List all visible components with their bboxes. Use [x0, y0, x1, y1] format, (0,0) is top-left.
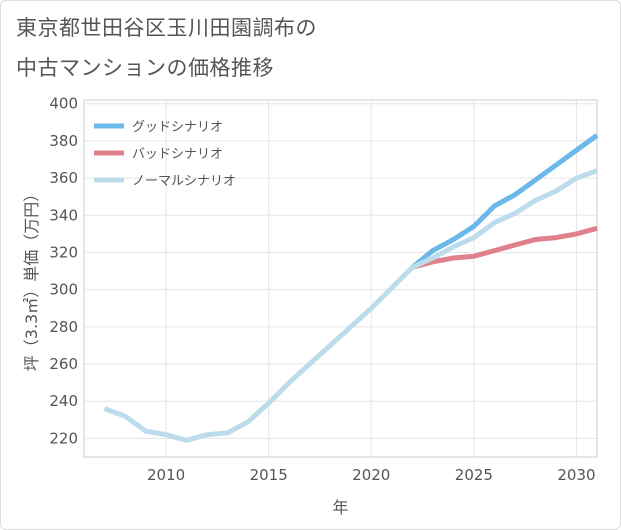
grid-lines: [84, 100, 597, 457]
series-line-グッドシナリオ: [410, 133, 599, 270]
legend-label-ノーマルシナリオ: ノーマルシナリオ: [132, 174, 236, 189]
y-tick-label-360: 360: [49, 169, 78, 187]
x-tick-label-2020: 2020: [352, 466, 390, 484]
x-axis-title: 年: [332, 498, 348, 517]
series-line-バッドシナリオ: [411, 225, 598, 270]
y-tick-label-400: 400: [49, 95, 78, 113]
x-tick-label-2030: 2030: [557, 466, 595, 484]
y-tick-label-240: 240: [49, 392, 78, 410]
x-tick-label-2025: 2025: [455, 466, 493, 484]
x-tick-label-2010: 2010: [147, 466, 185, 484]
y-axis-ticks: 220 240 260 280 300 320 340 360 380 400: [49, 95, 78, 448]
series-line-ノーマルシナリオ: [103, 168, 598, 443]
legend-label-バッドシナリオ: バッドシナリオ: [132, 147, 223, 162]
y-tick-label-340: 340: [49, 206, 78, 224]
x-tick-label-2015: 2015: [250, 466, 288, 484]
y-tick-label-280: 280: [49, 318, 78, 336]
y-tick-label-220: 220: [49, 429, 78, 447]
series-layer: [103, 133, 599, 443]
chart-title-line1: 東京都世田谷区玉川田園調布の: [16, 16, 317, 40]
chart-title-line2: 中古マンションの価格推移: [16, 56, 274, 80]
plot-area: [83, 99, 598, 458]
y-tick-label-320: 320: [49, 243, 78, 261]
y-axis-title: 坪（3.3㎡）単価（万円）: [22, 186, 41, 371]
legend-label-グッドシナリオ: グッドシナリオ: [132, 120, 223, 135]
y-tick-label-260: 260: [49, 355, 78, 373]
y-tick-label-300: 300: [49, 281, 78, 299]
x-axis-ticks: 2010 2015 2020 2025 2030: [147, 466, 596, 484]
y-tick-label-380: 380: [49, 132, 78, 150]
